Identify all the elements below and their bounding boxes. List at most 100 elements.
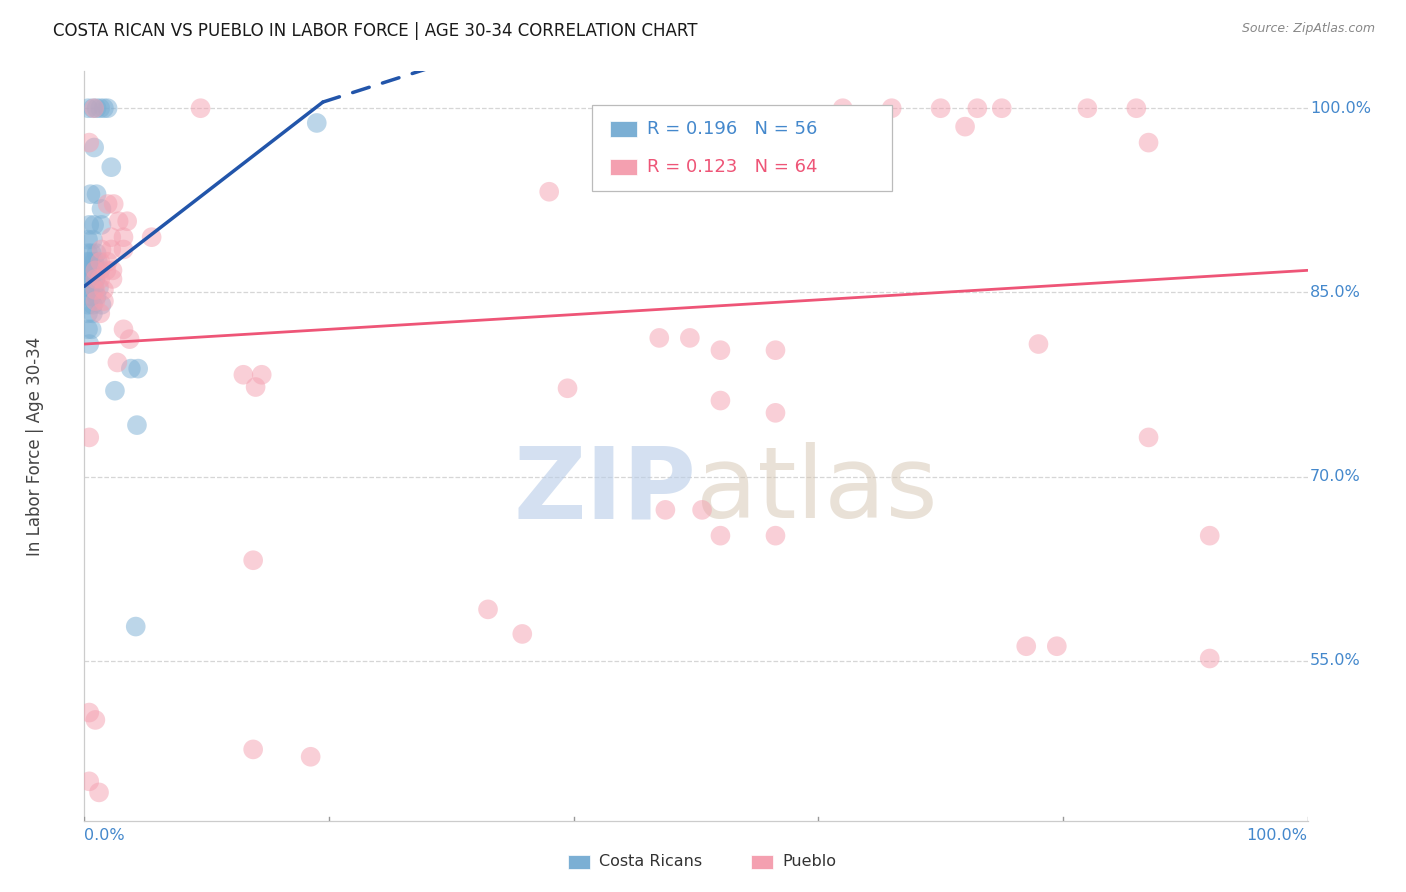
- Point: [1198, 529, 1220, 543]
- Point: [80, 289, 103, 303]
- Point: [127, 361, 149, 376]
- Point: [77, 306, 100, 320]
- Point: [97, 101, 120, 115]
- Point: [1076, 101, 1098, 115]
- Point: [690, 503, 713, 517]
- Point: [831, 172, 853, 186]
- FancyBboxPatch shape: [568, 855, 589, 869]
- Point: [190, 101, 212, 115]
- Point: [76, 263, 98, 277]
- Point: [84, 713, 107, 727]
- Point: [1046, 639, 1069, 653]
- Point: [105, 355, 128, 369]
- Point: [77, 289, 100, 303]
- Text: COSTA RICAN VS PUEBLO IN LABOR FORCE | AGE 30-34 CORRELATION CHART: COSTA RICAN VS PUEBLO IN LABOR FORCE | A…: [53, 22, 697, 40]
- Point: [87, 254, 110, 268]
- Text: 55.0%: 55.0%: [1310, 654, 1361, 668]
- Point: [661, 156, 683, 170]
- Point: [929, 101, 952, 115]
- Point: [87, 785, 110, 799]
- Text: 100.0%: 100.0%: [1247, 828, 1308, 843]
- Point: [242, 553, 264, 567]
- Point: [86, 246, 108, 260]
- Point: [1198, 651, 1220, 665]
- Point: [245, 380, 267, 394]
- Point: [87, 280, 110, 294]
- Point: [966, 101, 988, 115]
- Point: [1028, 337, 1050, 351]
- Point: [107, 214, 129, 228]
- FancyBboxPatch shape: [592, 105, 891, 191]
- Point: [90, 243, 112, 257]
- Point: [89, 272, 111, 286]
- Point: [510, 627, 533, 641]
- Text: Pueblo: Pueblo: [783, 855, 837, 870]
- Point: [305, 116, 328, 130]
- Point: [86, 289, 108, 303]
- Point: [79, 254, 101, 268]
- Point: [125, 418, 148, 433]
- Text: ZIP: ZIP: [513, 442, 696, 540]
- Point: [77, 337, 100, 351]
- Text: 0.0%: 0.0%: [84, 828, 125, 843]
- Point: [765, 529, 787, 543]
- Point: [97, 254, 120, 268]
- Point: [120, 361, 142, 376]
- Point: [141, 230, 163, 244]
- Point: [82, 263, 104, 277]
- Point: [93, 294, 115, 309]
- Point: [86, 263, 108, 277]
- Point: [250, 368, 273, 382]
- Point: [953, 120, 976, 134]
- Point: [103, 197, 125, 211]
- Point: [76, 254, 98, 268]
- Point: [77, 263, 100, 277]
- Point: [82, 233, 104, 247]
- Text: Costa Ricans: Costa Ricans: [599, 855, 703, 870]
- FancyBboxPatch shape: [610, 121, 637, 137]
- Point: [991, 101, 1014, 115]
- Point: [654, 503, 676, 517]
- Point: [101, 263, 124, 277]
- Point: [232, 368, 254, 382]
- Point: [82, 298, 104, 312]
- Point: [100, 243, 122, 257]
- Point: [89, 263, 111, 277]
- Point: [77, 298, 100, 312]
- Text: atlas: atlas: [696, 442, 938, 540]
- Point: [96, 263, 118, 277]
- Point: [89, 101, 111, 115]
- Point: [115, 214, 138, 228]
- Point: [80, 246, 103, 260]
- Point: [83, 101, 105, 115]
- Point: [84, 272, 107, 286]
- Point: [93, 101, 115, 115]
- Point: [86, 101, 108, 115]
- Point: [90, 218, 112, 232]
- Point: [104, 384, 127, 398]
- Point: [83, 140, 105, 154]
- Point: [90, 298, 112, 312]
- Text: In Labor Force | Age 30-34: In Labor Force | Age 30-34: [27, 336, 45, 556]
- Point: [299, 749, 322, 764]
- Point: [77, 246, 100, 260]
- Point: [118, 332, 141, 346]
- Text: R = 0.196   N = 56: R = 0.196 N = 56: [647, 120, 817, 138]
- Point: [125, 619, 148, 633]
- Point: [880, 101, 903, 115]
- Point: [83, 280, 105, 294]
- Point: [100, 230, 122, 244]
- Point: [765, 343, 787, 358]
- Text: 85.0%: 85.0%: [1310, 285, 1361, 300]
- Point: [100, 160, 122, 174]
- Point: [112, 322, 135, 336]
- Point: [76, 272, 98, 286]
- Point: [242, 742, 264, 756]
- Point: [709, 343, 731, 358]
- Point: [89, 254, 111, 268]
- Point: [77, 218, 100, 232]
- Point: [709, 393, 731, 408]
- Point: [77, 430, 100, 444]
- FancyBboxPatch shape: [610, 159, 637, 176]
- Point: [538, 185, 561, 199]
